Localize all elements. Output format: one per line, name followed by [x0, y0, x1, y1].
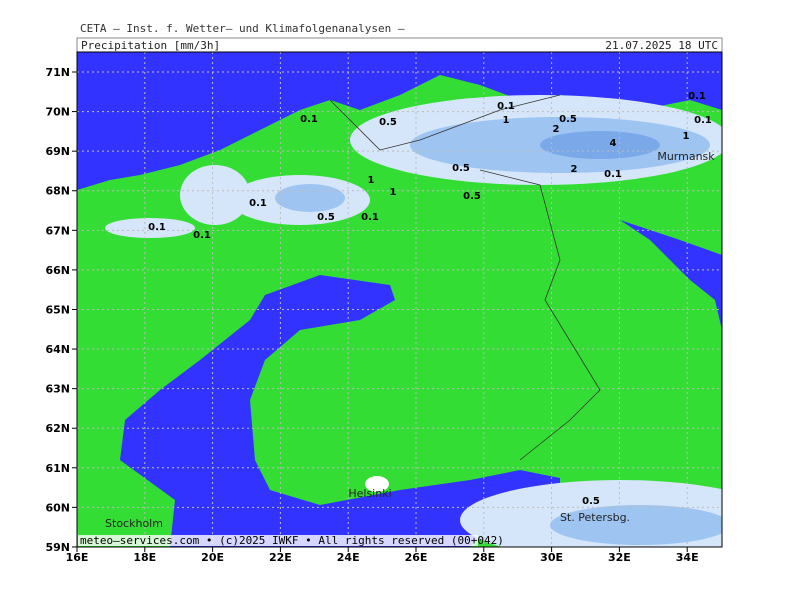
- contour-label: 0.5: [463, 191, 481, 202]
- city-label: St. Petersbg.: [560, 511, 630, 524]
- contour-label: 0.1: [604, 169, 622, 180]
- contour-label: 0.1: [497, 101, 515, 112]
- lon-label: 20E: [201, 551, 224, 564]
- contour-label: 1: [390, 187, 397, 198]
- field-title: Precipitation [mm/3h]: [81, 39, 220, 52]
- contour-label: 4: [610, 138, 617, 149]
- lon-label: 24E: [337, 551, 360, 564]
- borders: [329, 94, 601, 461]
- lat-label: 59N: [45, 541, 70, 554]
- map-area: [77, 52, 722, 547]
- contour-label: 0.5: [559, 114, 577, 125]
- lon-label: 30E: [540, 551, 563, 564]
- lon-label: 18E: [133, 551, 156, 564]
- contour-label: 1: [503, 115, 510, 126]
- lat-label: 66N: [45, 264, 70, 277]
- baltic-sea: [120, 275, 560, 547]
- lon-label: 34E: [676, 551, 699, 564]
- contour-label: 1: [683, 131, 690, 142]
- contour-label: 0.1: [694, 115, 712, 126]
- arctic-sea: [77, 52, 722, 190]
- lat-label: 70N: [45, 106, 70, 119]
- lat-label: 61N: [45, 462, 70, 475]
- lon-label: 16E: [66, 551, 89, 564]
- lon-label: 28E: [472, 551, 495, 564]
- contour-label: 0.5: [317, 212, 335, 223]
- lat-label: 64N: [45, 343, 70, 356]
- city-label: Stockholm: [105, 517, 163, 530]
- contour-label: 0.1: [361, 212, 379, 223]
- contour-label: 0.5: [582, 496, 600, 507]
- contour-label: 0.1: [148, 222, 166, 233]
- contour-label: 0.5: [452, 163, 470, 174]
- lat-label: 63N: [45, 383, 70, 396]
- lon-label: 22E: [269, 551, 292, 564]
- lat-label: 67N: [45, 224, 70, 237]
- contour-label: 2: [553, 124, 560, 135]
- city-label: Murmansk: [657, 150, 715, 163]
- lon-label: 26E: [405, 551, 428, 564]
- island: [365, 476, 389, 492]
- lat-label: 71N: [45, 66, 70, 79]
- precip-heavy: [540, 131, 660, 159]
- contour-label: 0.1: [300, 114, 318, 125]
- lat-label: 69N: [45, 145, 70, 158]
- contour-label: 0.5: [379, 117, 397, 128]
- lat-label: 65N: [45, 303, 70, 316]
- source-title: CETA — Inst. f. Wetter— und Klimafolgena…: [80, 22, 405, 35]
- datetime: 21.07.2025 18 UTC: [605, 39, 718, 52]
- contour-label: 2: [571, 164, 578, 175]
- lat-label: 62N: [45, 422, 70, 435]
- frame: [76, 51, 723, 548]
- contour-label: 0.1: [193, 230, 211, 241]
- contour-label: 0.1: [688, 91, 706, 102]
- contour-label: 0.1: [249, 198, 267, 209]
- lat-label: 68N: [45, 185, 70, 198]
- footer: meteo—services.com • (c)2025 IWKF • All …: [80, 534, 504, 547]
- lon-label: 32E: [608, 551, 631, 564]
- city-label: Helsinki: [348, 487, 391, 500]
- footer-bg: [78, 535, 478, 546]
- lat-label: 60N: [45, 501, 70, 514]
- contour-label: 1: [368, 175, 375, 186]
- white-sea: [620, 220, 722, 330]
